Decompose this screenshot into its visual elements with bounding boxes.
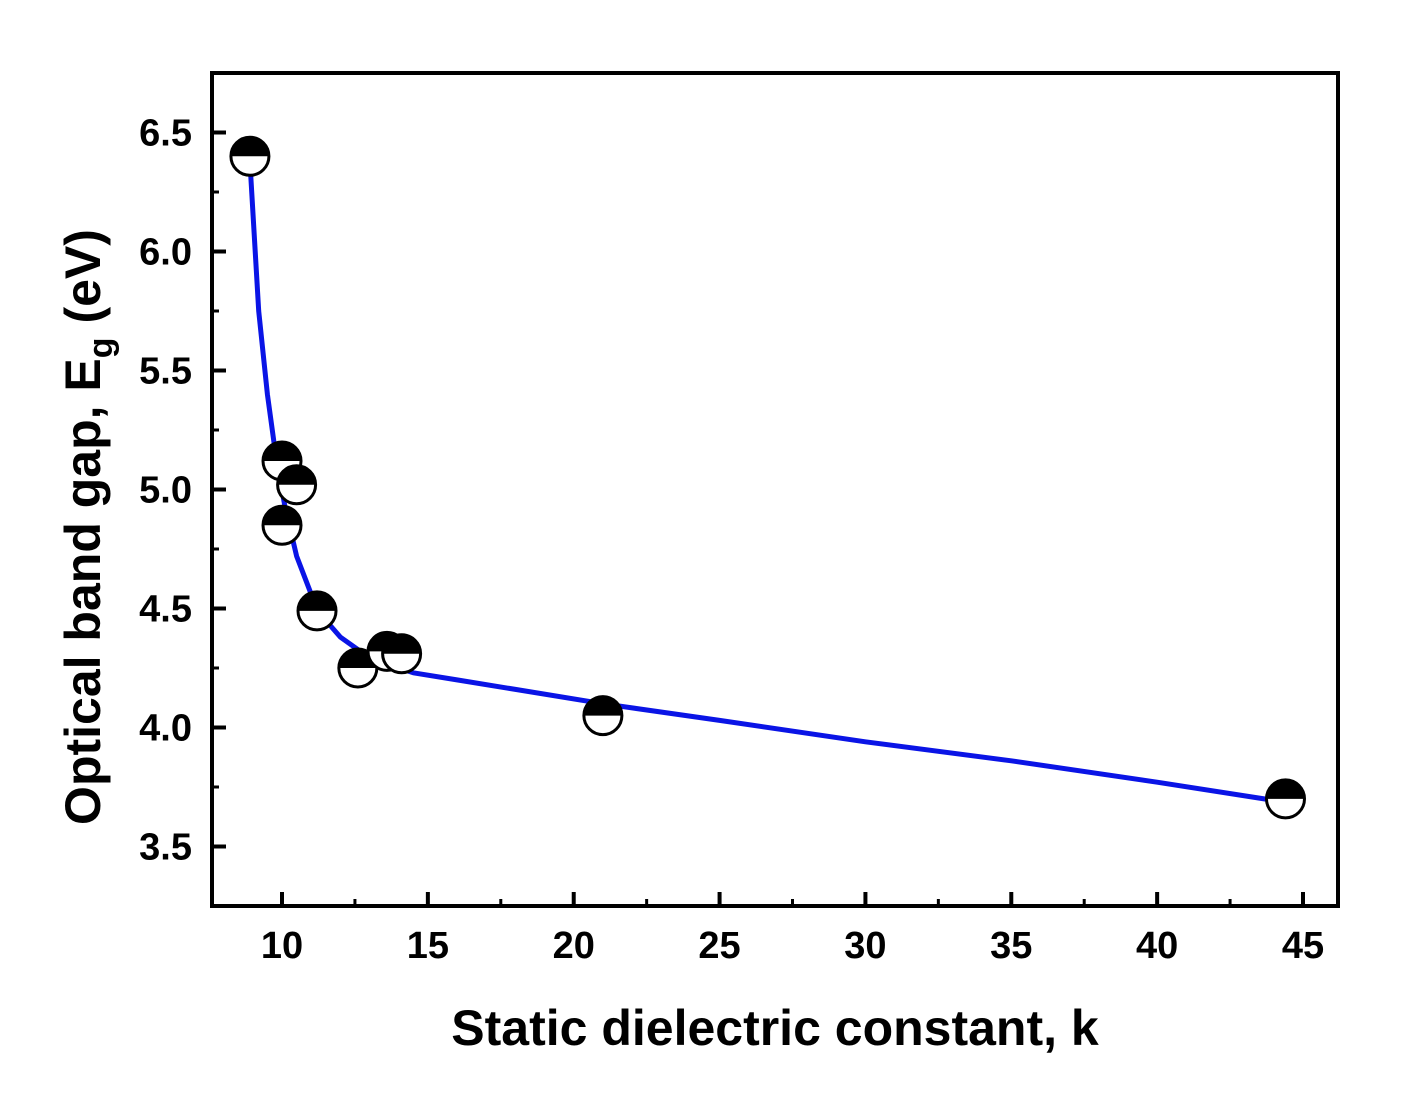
data-point [582, 695, 624, 737]
data-point [381, 633, 423, 675]
x-tick-label: 45 [1282, 925, 1324, 967]
y-tick-label: 4.5 [139, 589, 192, 631]
y-tick-label: 5.5 [139, 351, 192, 393]
x-tick-label: 25 [698, 925, 740, 967]
x-tick-label: 10 [261, 925, 303, 967]
y-tick-label: 6.0 [139, 232, 192, 274]
x-tick-label: 20 [553, 925, 595, 967]
y-tick-label: 6.5 [139, 113, 192, 155]
y-axis-title: Optical band gap, Eg (eV) [55, 229, 120, 825]
fit-line-path [247, 158, 1283, 804]
y-tick-label: 3.5 [139, 827, 192, 869]
data-point [261, 504, 303, 546]
y-tick-label: 4.0 [139, 708, 192, 750]
y-tick-label: 5.0 [139, 470, 192, 512]
fit-curve [247, 158, 1283, 804]
y-axis-title-main: Optical band gap, E [55, 358, 111, 825]
x-tick-label: 15 [407, 925, 449, 967]
plot-frame [210, 71, 1340, 908]
x-tick-label: 30 [844, 925, 886, 967]
x-tick-label: 35 [990, 925, 1032, 967]
x-tick-label: 40 [1136, 925, 1178, 967]
y-axis-ticks: 3.5 4.0 4.5 5.0 5.5 6.0 6.5 [139, 113, 226, 869]
data-point [1264, 778, 1306, 820]
data-points [229, 135, 1306, 820]
data-point [296, 590, 338, 632]
x-axis-title: Static dielectric constant, k [451, 1000, 1099, 1056]
y-axis-title-subscript: g [82, 337, 120, 358]
x-axis-ticks: 10 15 20 25 30 35 40 45 [261, 892, 1324, 967]
y-axis-title-unit: (eV) [55, 229, 111, 337]
data-point [229, 135, 271, 177]
data-point [337, 647, 379, 689]
data-point [276, 464, 318, 506]
